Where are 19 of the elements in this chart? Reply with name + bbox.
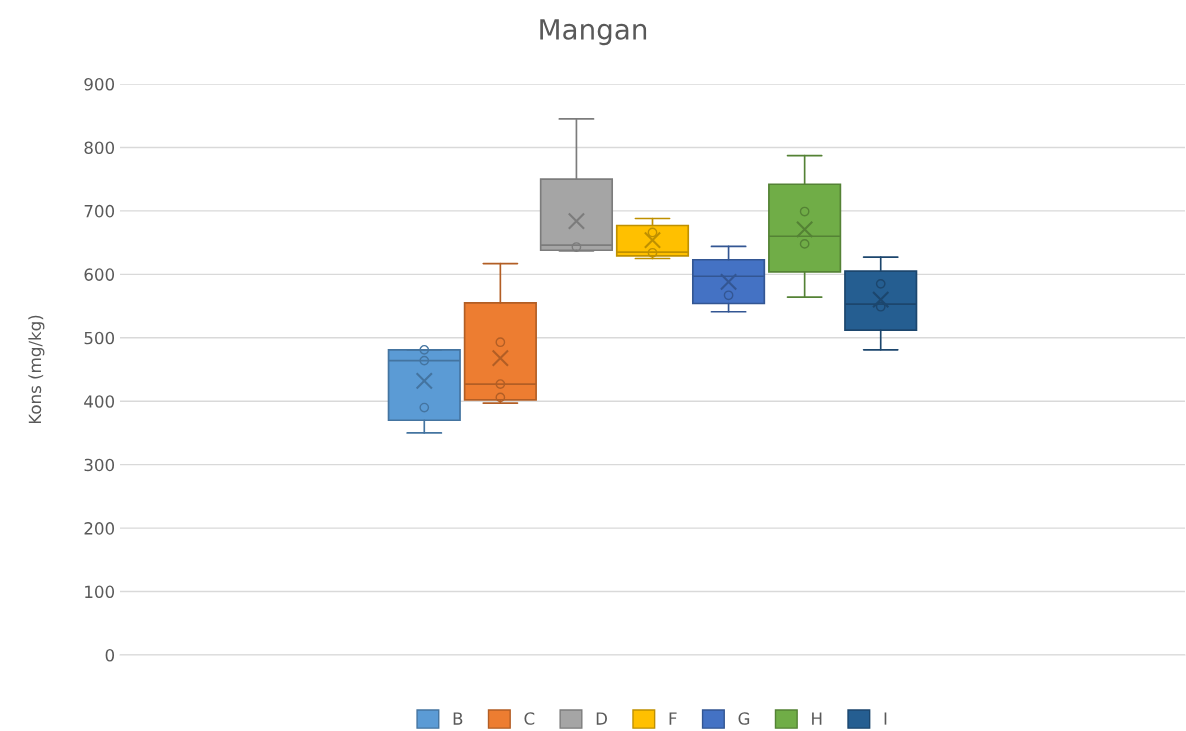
legend-label: H	[812, 712, 822, 725]
legend-label: F	[669, 712, 677, 725]
y-axis-title: Kons (mg/kg)	[28, 315, 45, 424]
legend-label: B	[453, 712, 463, 725]
y-tick-label: 400	[84, 395, 115, 408]
y-tick-label: 300	[84, 458, 115, 472]
y-tick-label: 100	[85, 585, 115, 599]
y-tick-label: 700	[84, 204, 115, 218]
y-tick-label: 200	[84, 522, 115, 535]
legend-label: D	[596, 712, 607, 725]
chart-title: Mangan	[540, 19, 647, 46]
y-tick-label: 900	[84, 77, 115, 91]
y-tick-label: 800	[84, 141, 115, 155]
y-tick-label: 600	[84, 268, 115, 281]
y-tick-label: 500	[84, 331, 115, 345]
y-tick-label: 0	[105, 648, 115, 662]
legend-label: G	[738, 712, 750, 725]
legend-label: C	[524, 712, 535, 725]
legend-label: I	[884, 712, 887, 725]
